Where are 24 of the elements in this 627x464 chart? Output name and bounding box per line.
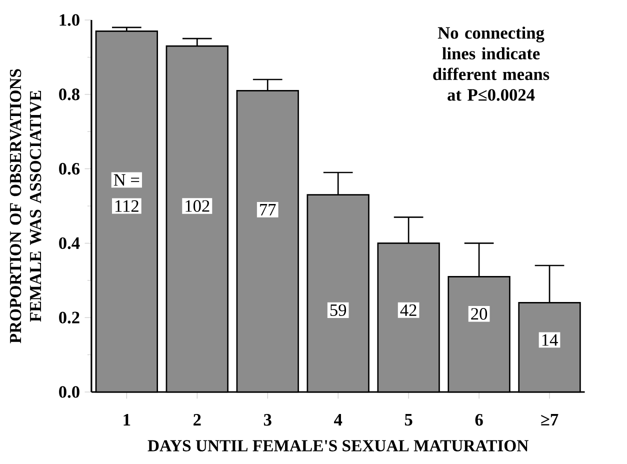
annotation: N = [114,174,140,186]
x-tick-label: 4 [334,414,342,426]
x-tick-label: 2 [194,414,201,426]
y-tick-label: 0.2 [59,312,80,324]
annotation: 42 [400,304,416,316]
x-tick-label: ≥7 [541,414,558,426]
x-tick-label: 5 [404,414,412,426]
y-tick-label: 0.4 [59,237,80,250]
annotation: 59 [330,304,346,316]
annotation: 102 [186,200,210,212]
x-tick-label: 3 [264,414,272,426]
y-tick-label: 0.6 [59,162,80,175]
y-tick-label: 1.0 [60,14,80,26]
y-tick-label: 0.0 [59,386,80,398]
annotation: 20 [471,308,488,320]
y-tick-label: 0.8 [59,88,80,100]
annotation: No connecting lines indicate different means at P≤0.0024 [433,26,550,101]
x-axis-title: DAYS UNTIL FEMALE'S SEXUAL MATURATION [148,440,528,452]
annotation: 112 [116,200,138,212]
y-axis-title: PROPORTION OF OBSERVATIONS FEMALE WAS ASSOCIATIVE [10,69,42,344]
annotation: 14 [542,334,558,346]
x-tick-label: 1 [124,414,130,426]
x-tick-label: 6 [475,414,483,426]
annotation: 77 [260,204,276,216]
